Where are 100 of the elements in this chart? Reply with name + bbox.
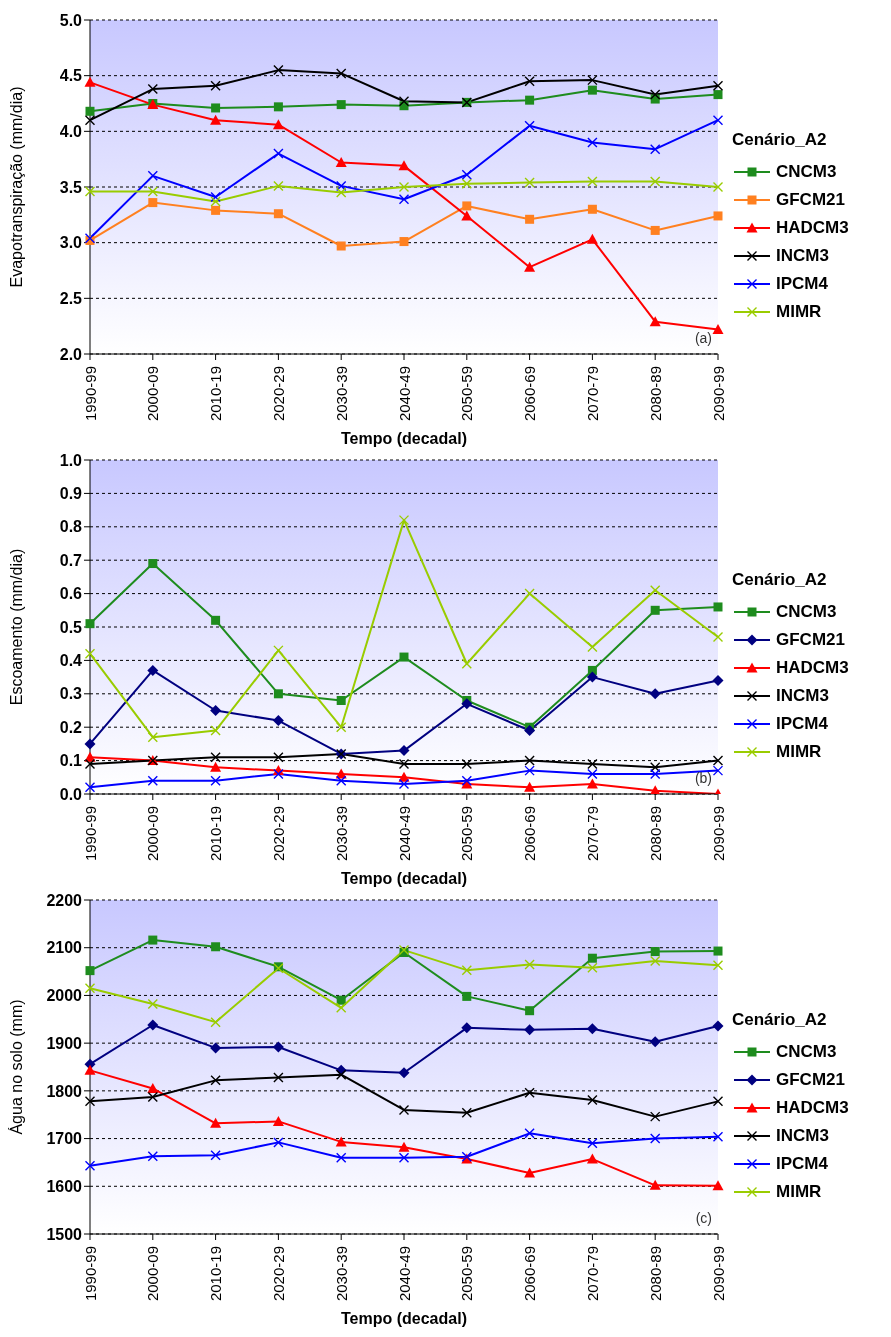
x-tick-label: 1990-99 — [81, 806, 99, 862]
x-tick-label: 2010-19 — [207, 366, 225, 422]
point — [210, 80, 221, 91]
point — [524, 120, 535, 131]
legend-label: IPCM4 — [776, 274, 828, 294]
y-tick-label: 4.5 — [59, 67, 83, 85]
point — [398, 96, 410, 107]
y-tick-label: 1800 — [46, 1082, 83, 1100]
y-tick-label: 4.0 — [59, 123, 83, 141]
x-tick-label: 2060-69 — [521, 366, 539, 422]
point — [461, 169, 472, 180]
legend-title: Cenário_A2 — [732, 570, 828, 590]
legend-label: IPCM4 — [776, 714, 828, 734]
point — [336, 68, 347, 79]
point — [650, 762, 661, 773]
point — [211, 615, 221, 625]
point — [272, 1115, 284, 1126]
point — [273, 64, 284, 76]
point — [712, 1096, 724, 1107]
y-tick-label: 2.0 — [59, 345, 83, 363]
point — [273, 209, 283, 219]
point — [650, 176, 661, 187]
y-tick-label: 0.5 — [59, 618, 83, 636]
y-tick-label: 2.5 — [59, 290, 83, 308]
point — [336, 187, 347, 198]
point — [84, 648, 96, 659]
y-tick-label: 2100 — [46, 939, 83, 957]
point — [210, 1117, 222, 1128]
point — [210, 775, 221, 786]
point — [273, 689, 283, 699]
point — [398, 758, 410, 770]
legend-title: Cenário_A2 — [732, 130, 828, 150]
y-tick-label: 1500 — [46, 1225, 83, 1243]
point — [398, 1067, 410, 1079]
legend-label: CNCM3 — [776, 1042, 837, 1062]
point — [210, 752, 221, 763]
point — [650, 947, 660, 957]
point — [587, 953, 597, 963]
y-tick-label: 0.9 — [59, 485, 83, 503]
point — [398, 1152, 410, 1163]
legend-title: Cenário_A2 — [732, 1010, 828, 1030]
point — [461, 698, 473, 710]
point — [84, 115, 96, 126]
point — [336, 995, 346, 1005]
point — [336, 1069, 347, 1080]
point — [712, 1131, 724, 1142]
legend-label: INCM3 — [776, 246, 829, 266]
point — [650, 1111, 661, 1122]
point — [461, 1022, 473, 1034]
point — [272, 1041, 284, 1053]
point — [211, 205, 221, 215]
x-tick-label: 2020-29 — [269, 806, 287, 862]
point — [273, 102, 283, 112]
point — [587, 74, 598, 86]
y-tick-label: 0.6 — [59, 585, 83, 603]
y-tick-label: 0.3 — [59, 685, 83, 703]
point — [399, 652, 409, 662]
annotation: (c) — [695, 1210, 712, 1226]
point — [147, 998, 158, 1010]
x-tick-label: 2070-79 — [583, 1246, 601, 1302]
point — [650, 143, 661, 155]
y-axis-title: Escoamento (mm/dia) — [7, 548, 25, 706]
point — [650, 225, 660, 235]
x-tick-label: 2020-29 — [269, 366, 287, 422]
legend-label: MIMR — [776, 742, 822, 762]
point — [84, 983, 96, 994]
point — [210, 705, 222, 716]
legend-label: HADCM3 — [776, 1098, 849, 1118]
point — [713, 946, 723, 956]
legend-label: MIMR — [776, 302, 822, 322]
y-tick-label: 1.0 — [59, 451, 83, 469]
point — [210, 191, 221, 203]
point — [147, 664, 159, 676]
legend-label: CNCM3 — [776, 602, 837, 622]
point — [273, 148, 284, 159]
annotation: (a) — [694, 330, 712, 346]
point — [586, 1023, 598, 1035]
point — [84, 1064, 96, 1075]
point — [586, 1153, 598, 1164]
point — [336, 775, 347, 786]
point — [210, 1042, 222, 1054]
x-tick-label: 2090-99 — [709, 366, 727, 422]
point — [587, 85, 597, 95]
point — [524, 177, 535, 188]
x-tick-label: 2050-59 — [458, 366, 476, 422]
point — [524, 1087, 535, 1098]
point — [85, 619, 95, 629]
point — [525, 1006, 535, 1016]
point — [587, 176, 598, 187]
x-tick-label: 2020-29 — [269, 1246, 287, 1302]
point — [273, 180, 284, 192]
point — [211, 942, 221, 952]
point — [712, 765, 724, 776]
point — [461, 758, 472, 770]
point — [587, 641, 598, 653]
point — [210, 761, 222, 772]
x-tick-label: 2070-79 — [583, 366, 601, 422]
point — [461, 964, 472, 976]
point — [461, 178, 472, 189]
x-axis-title: Tempo (decadal) — [341, 430, 467, 447]
